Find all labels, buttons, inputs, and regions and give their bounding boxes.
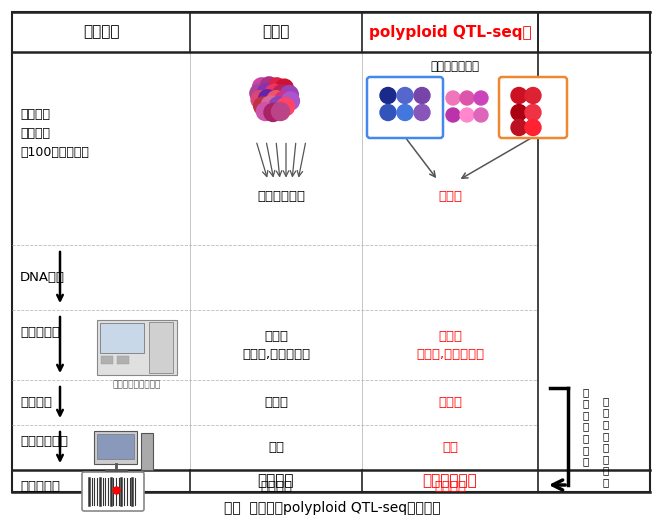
Text: １年以上: １年以上 [258,473,294,488]
Circle shape [252,78,270,96]
Circle shape [414,105,430,121]
Circle shape [269,97,287,115]
Text: 最短で２ヶ月: 最短で２ヶ月 [422,473,477,488]
Text: polyploid QTL-seq法: polyploid QTL-seq法 [369,24,531,39]
Circle shape [525,120,541,136]
Circle shape [276,98,295,116]
Circle shape [397,88,413,104]
FancyBboxPatch shape [367,77,443,138]
FancyBboxPatch shape [97,320,177,375]
FancyBboxPatch shape [100,323,144,353]
Circle shape [260,77,278,95]
Text: 集団作成
性質調査
（100個体程度）: 集団作成 性質調査 （100個体程度） [20,108,89,159]
Text: 配列比較: 配列比較 [20,396,52,409]
Circle shape [511,88,527,104]
FancyBboxPatch shape [82,472,144,511]
Text: 不要: 不要 [442,441,458,454]
Text: 次世代シークンサー: 次世代シークンサー [113,381,161,390]
Text: 遺伝地図作成: 遺伝地図作成 [20,435,68,448]
Circle shape [525,88,541,104]
Circle shape [273,85,291,103]
Circle shape [414,88,430,104]
Text: パ
ラ
メ
ー
タ
ー
設
定: パ ラ メ ー タ ー 設 定 [603,396,609,487]
FancyBboxPatch shape [149,322,173,373]
Text: 必要: 必要 [268,441,284,454]
FancyBboxPatch shape [117,356,129,364]
Circle shape [474,108,488,122]
Text: 作業工程: 作業工程 [83,24,120,39]
Text: 遺伝子探索: 遺伝子探索 [20,480,60,493]
Circle shape [511,105,527,121]
Circle shape [474,91,488,105]
Circle shape [267,91,285,109]
Text: 多検体: 多検体 [264,396,288,409]
Text: 多検体
（高価,情報量少）: 多検体 （高価,情報量少） [242,329,310,361]
Circle shape [250,84,268,102]
Circle shape [525,105,541,121]
Text: 連鎖解析: 連鎖解析 [260,480,292,493]
Circle shape [380,105,396,121]
Circle shape [380,88,396,104]
Circle shape [265,84,283,102]
Circle shape [256,103,274,121]
FancyBboxPatch shape [101,356,113,364]
Text: 性質で２個体群: 性質で２個体群 [430,60,479,73]
Text: ２検体: ２検体 [438,190,462,203]
Circle shape [276,79,293,97]
Circle shape [280,85,298,104]
FancyBboxPatch shape [94,431,137,464]
Circle shape [397,105,413,121]
Circle shape [460,108,474,122]
Text: 作業期間: 作業期間 [83,473,120,488]
FancyBboxPatch shape [97,434,134,459]
Circle shape [258,83,276,102]
Circle shape [254,97,272,115]
Circle shape [460,91,474,105]
Circle shape [268,78,286,96]
Circle shape [251,91,269,109]
Text: ２検体
（安価,情報量多）: ２検体 （安価,情報量多） [416,329,484,361]
Text: 図２  従来法とpolyploid QTL-seq法の比較: 図２ 従来法とpolyploid QTL-seq法の比較 [224,501,440,515]
FancyBboxPatch shape [141,433,153,470]
Text: PC: PC [122,475,136,485]
Circle shape [272,103,290,121]
Circle shape [275,91,293,109]
Text: DNA調製: DNA調製 [20,271,65,284]
Text: 個別に全個体: 個別に全個体 [257,190,305,203]
Circle shape [446,91,460,105]
Text: 比較解析: 比較解析 [434,480,466,493]
Text: 倍
数
性
に
応
じ
た: 倍 数 性 に 応 じ た [583,387,589,466]
Circle shape [264,104,282,121]
Circle shape [282,92,299,110]
Circle shape [259,90,277,108]
Text: 従来法: 従来法 [262,24,290,39]
Text: ２検体: ２検体 [438,396,462,409]
FancyBboxPatch shape [499,77,567,138]
Circle shape [446,108,460,122]
Text: ゲノム解読: ゲノム解読 [20,326,60,339]
Circle shape [511,120,527,136]
Circle shape [262,96,280,114]
